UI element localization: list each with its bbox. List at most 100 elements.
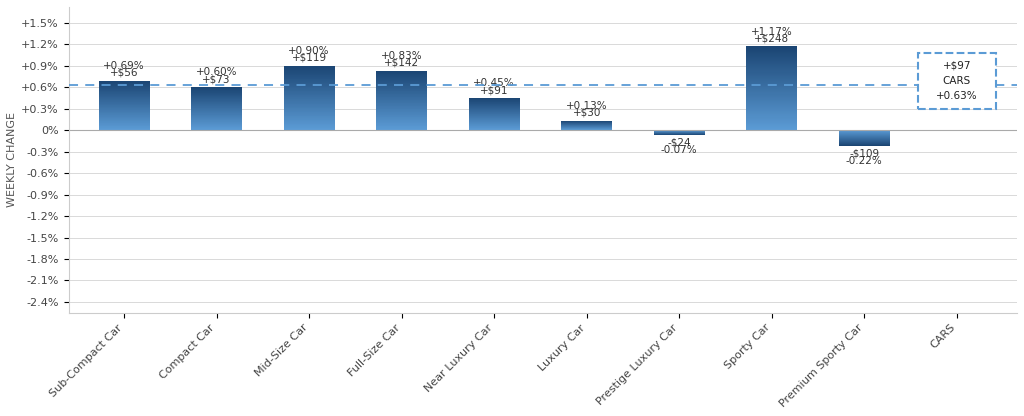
Bar [191, 88, 242, 89]
Bar [98, 109, 150, 110]
Bar [284, 84, 335, 85]
Bar [284, 122, 335, 123]
Bar [376, 123, 427, 124]
Bar [98, 125, 150, 126]
Bar [746, 98, 798, 99]
Bar [98, 89, 150, 90]
Bar [746, 121, 798, 122]
Bar [98, 100, 150, 101]
Bar [98, 124, 150, 125]
Bar [746, 48, 798, 50]
Bar [191, 112, 242, 113]
Text: +$30: +$30 [572, 108, 601, 118]
Bar [746, 77, 798, 78]
Bar [376, 93, 427, 94]
Bar [98, 108, 150, 109]
Bar [746, 80, 798, 81]
Text: -0.07%: -0.07% [662, 145, 697, 155]
Bar [284, 95, 335, 96]
Bar [284, 108, 335, 109]
Bar [191, 122, 242, 123]
Bar [284, 105, 335, 106]
Bar [284, 109, 335, 110]
Bar [746, 116, 798, 118]
Bar [376, 108, 427, 109]
Bar [746, 105, 798, 106]
Bar [376, 113, 427, 114]
Bar [284, 121, 335, 122]
Bar [191, 92, 242, 93]
Bar [746, 68, 798, 69]
Bar [376, 115, 427, 116]
Text: +0.13%: +0.13% [566, 101, 607, 111]
Bar [376, 86, 427, 87]
Bar [191, 95, 242, 96]
Bar [284, 115, 335, 116]
Bar [746, 89, 798, 90]
Bar [98, 98, 150, 99]
Bar [376, 100, 427, 101]
Bar [284, 73, 335, 74]
Bar [98, 105, 150, 106]
Bar [284, 101, 335, 102]
Bar [191, 96, 242, 97]
Bar [191, 98, 242, 99]
Bar [376, 77, 427, 78]
Bar [746, 125, 798, 126]
Bar [98, 113, 150, 114]
Bar [98, 129, 150, 130]
Bar [746, 65, 798, 66]
Bar [191, 128, 242, 129]
Bar [191, 116, 242, 117]
Bar [746, 61, 798, 62]
Bar [191, 109, 242, 110]
Bar [376, 105, 427, 106]
Bar [191, 90, 242, 91]
Bar [284, 123, 335, 124]
Bar [284, 103, 335, 104]
Bar [746, 55, 798, 56]
Bar [746, 74, 798, 76]
Bar [376, 84, 427, 85]
Bar [284, 87, 335, 88]
Bar [376, 119, 427, 120]
Bar [376, 78, 427, 79]
Bar [98, 97, 150, 98]
Bar [191, 101, 242, 102]
Bar [376, 127, 427, 128]
Bar [376, 106, 427, 107]
Bar [746, 82, 798, 83]
Bar [284, 77, 335, 78]
Bar [746, 78, 798, 79]
Text: +0.90%: +0.90% [289, 46, 330, 56]
Bar [376, 129, 427, 130]
Text: +0.45%: +0.45% [473, 78, 515, 88]
Bar [746, 66, 798, 67]
Bar [376, 118, 427, 119]
Bar [746, 62, 798, 63]
Bar [746, 99, 798, 100]
Bar [376, 125, 427, 126]
Bar [376, 87, 427, 88]
Text: -$24: -$24 [668, 138, 691, 148]
Bar [191, 120, 242, 121]
Bar [284, 92, 335, 93]
Bar [376, 103, 427, 104]
Text: +$91: +$91 [480, 85, 509, 95]
Bar [376, 94, 427, 95]
Bar [284, 88, 335, 89]
Bar [98, 88, 150, 89]
Bar [284, 110, 335, 111]
Bar [376, 90, 427, 91]
Bar [191, 129, 242, 130]
Bar [376, 88, 427, 89]
Bar [191, 127, 242, 128]
Text: +0.83%: +0.83% [381, 51, 423, 61]
Bar [284, 119, 335, 120]
Bar [376, 82, 427, 83]
Bar [376, 91, 427, 92]
Bar [284, 112, 335, 113]
Bar [98, 116, 150, 117]
Bar [98, 81, 150, 82]
Bar [746, 126, 798, 127]
